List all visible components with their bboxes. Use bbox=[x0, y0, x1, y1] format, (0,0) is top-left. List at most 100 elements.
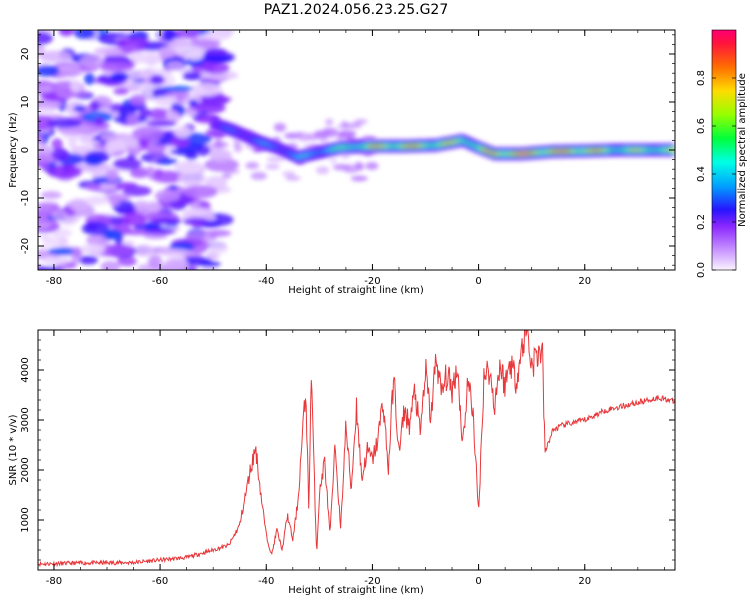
noise-blob bbox=[68, 136, 77, 149]
x-tick-label: 0 bbox=[475, 576, 481, 587]
noise-blob bbox=[47, 247, 76, 256]
noise-blob bbox=[169, 135, 190, 148]
noise-blob bbox=[336, 123, 347, 130]
colorbar-step bbox=[712, 42, 736, 45]
colorbar-step bbox=[712, 158, 736, 161]
noise-blob bbox=[161, 85, 194, 92]
noise-blob bbox=[46, 164, 83, 179]
noise-blob bbox=[329, 158, 338, 164]
colorbar-step bbox=[712, 222, 736, 225]
colorbar-step bbox=[712, 40, 736, 43]
colorbar-step bbox=[712, 168, 736, 171]
colorbar-step bbox=[712, 38, 736, 41]
noise-blob bbox=[38, 133, 45, 145]
spectrogram-blobs bbox=[38, 30, 379, 270]
noise-blob bbox=[113, 88, 129, 95]
noise-blob bbox=[84, 183, 102, 191]
colorbar-step bbox=[712, 192, 736, 195]
noise-blob bbox=[221, 173, 232, 179]
noise-blob bbox=[144, 228, 176, 235]
noise-blob bbox=[153, 168, 164, 178]
noise-blob bbox=[149, 74, 165, 85]
colorbar-step bbox=[712, 44, 736, 47]
colorbar-step bbox=[712, 148, 736, 151]
colorbar-step bbox=[712, 160, 736, 163]
y-tick-label: 10 bbox=[20, 96, 31, 109]
noise-blob bbox=[51, 138, 63, 151]
noise-blob bbox=[41, 162, 50, 172]
noise-blob bbox=[146, 120, 177, 127]
noise-blob bbox=[93, 47, 123, 56]
y-tick-label: 1000 bbox=[20, 507, 31, 532]
noise-blob bbox=[51, 209, 68, 220]
colorbar-step bbox=[712, 228, 736, 231]
noise-blob bbox=[146, 201, 162, 213]
noise-blob bbox=[175, 30, 201, 39]
colorbar-step bbox=[712, 180, 736, 183]
x-tick-label: -40 bbox=[258, 576, 274, 587]
noise-blob bbox=[138, 108, 152, 118]
noise-blob bbox=[315, 130, 329, 140]
noise-blob bbox=[350, 175, 368, 182]
colorbar-step bbox=[712, 36, 736, 39]
noise-blob bbox=[95, 168, 109, 178]
noise-blob bbox=[163, 258, 188, 270]
noise-blob bbox=[146, 166, 155, 180]
noise-blob bbox=[183, 185, 218, 199]
colorbar-step bbox=[712, 212, 736, 215]
colorbar-step bbox=[712, 156, 736, 159]
colorbar-step bbox=[712, 210, 736, 213]
noise-blob bbox=[73, 105, 86, 112]
noise-blob bbox=[213, 141, 229, 149]
noise-blob bbox=[175, 94, 186, 102]
colorbar-step bbox=[712, 142, 736, 145]
colorbar-step bbox=[712, 218, 736, 221]
noise-blob bbox=[110, 72, 130, 82]
colorbar-step bbox=[712, 130, 736, 133]
colorbar-step bbox=[712, 84, 736, 87]
colorbar-step bbox=[712, 90, 736, 93]
colorbar-step bbox=[712, 92, 736, 95]
colorbar-step bbox=[712, 54, 736, 57]
noise-blob bbox=[341, 153, 350, 160]
noise-blob bbox=[105, 168, 119, 183]
colorbar-step bbox=[712, 256, 736, 259]
colorbar-step bbox=[712, 166, 736, 169]
noise-blob bbox=[155, 248, 189, 256]
colorbar-step bbox=[712, 260, 736, 263]
colorbar-step bbox=[712, 238, 736, 241]
colorbar-step bbox=[712, 214, 736, 217]
noise-blob bbox=[100, 260, 121, 270]
dominant-track bbox=[209, 116, 675, 164]
noise-blob bbox=[83, 154, 104, 166]
y-tick-label: 2000 bbox=[20, 457, 31, 482]
noise-blob bbox=[121, 213, 148, 226]
spectrogram-ticks: -80 -60 -40 -20 0 20 -20 -10 0 10 20 bbox=[20, 30, 675, 287]
noise-blob bbox=[200, 55, 232, 63]
noise-blob bbox=[86, 234, 109, 247]
noise-blob bbox=[40, 191, 62, 200]
noise-blob bbox=[203, 234, 212, 242]
spectrogram-plot-area bbox=[38, 30, 675, 270]
noise-blob bbox=[73, 30, 96, 40]
noise-blob bbox=[38, 222, 51, 230]
noise-blob bbox=[42, 255, 70, 266]
snr-frame bbox=[37, 329, 676, 571]
noise-blob bbox=[80, 54, 105, 69]
colorbar-step bbox=[712, 226, 736, 229]
colorbar-step bbox=[712, 120, 736, 123]
colorbar-step bbox=[712, 76, 736, 79]
noise-blob bbox=[43, 236, 68, 248]
y-tick-label: 0 bbox=[20, 147, 31, 153]
noise-blob bbox=[126, 113, 140, 127]
y-tick-label: 20 bbox=[20, 48, 31, 61]
x-tick-label: -60 bbox=[152, 276, 168, 287]
colorbar-step bbox=[712, 124, 736, 127]
noise-blob bbox=[81, 111, 113, 123]
colorbar-step bbox=[712, 204, 736, 207]
noise-blob bbox=[83, 73, 95, 85]
noise-blob bbox=[132, 200, 151, 212]
noise-blob bbox=[185, 151, 198, 161]
colorbar-step bbox=[712, 46, 736, 49]
noise-blob bbox=[177, 171, 206, 186]
